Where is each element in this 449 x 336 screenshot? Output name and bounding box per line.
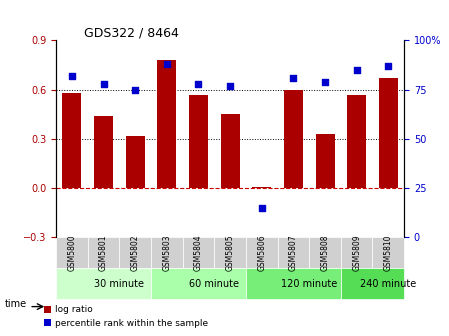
Point bbox=[226, 83, 233, 88]
Bar bbox=[157, 60, 176, 188]
Point bbox=[385, 63, 392, 69]
FancyBboxPatch shape bbox=[246, 268, 341, 299]
Text: GSM5806: GSM5806 bbox=[257, 235, 266, 271]
Text: GSM5809: GSM5809 bbox=[352, 235, 361, 271]
Bar bbox=[94, 116, 113, 188]
FancyBboxPatch shape bbox=[183, 238, 214, 268]
FancyBboxPatch shape bbox=[56, 238, 88, 268]
Text: GSM5810: GSM5810 bbox=[384, 235, 393, 271]
Point bbox=[195, 81, 202, 86]
Text: 60 minute: 60 minute bbox=[189, 279, 239, 289]
Text: GSM5800: GSM5800 bbox=[67, 235, 76, 271]
Bar bbox=[284, 90, 303, 188]
Bar bbox=[220, 114, 240, 188]
FancyBboxPatch shape bbox=[119, 238, 151, 268]
Bar bbox=[252, 186, 271, 188]
Bar bbox=[126, 136, 145, 188]
Text: GSM5803: GSM5803 bbox=[163, 235, 172, 271]
Text: GDS322 / 8464: GDS322 / 8464 bbox=[84, 26, 179, 39]
Point bbox=[163, 61, 171, 67]
Legend: log ratio, percentile rank within the sample: log ratio, percentile rank within the sa… bbox=[40, 302, 211, 332]
FancyBboxPatch shape bbox=[341, 268, 404, 299]
Text: time: time bbox=[4, 299, 26, 309]
Point bbox=[290, 75, 297, 80]
Point bbox=[258, 205, 265, 211]
FancyBboxPatch shape bbox=[309, 238, 341, 268]
FancyBboxPatch shape bbox=[373, 238, 404, 268]
Point bbox=[353, 67, 360, 73]
Point bbox=[321, 79, 329, 84]
Bar bbox=[316, 134, 335, 188]
Bar bbox=[62, 93, 81, 188]
Text: GSM5807: GSM5807 bbox=[289, 235, 298, 271]
Point bbox=[100, 81, 107, 86]
Bar bbox=[189, 94, 208, 188]
Text: GSM5805: GSM5805 bbox=[225, 235, 235, 271]
FancyBboxPatch shape bbox=[151, 238, 183, 268]
FancyBboxPatch shape bbox=[341, 238, 373, 268]
FancyBboxPatch shape bbox=[151, 268, 246, 299]
Bar bbox=[379, 78, 398, 188]
FancyBboxPatch shape bbox=[88, 238, 119, 268]
Text: GSM5804: GSM5804 bbox=[194, 235, 203, 271]
Text: GSM5801: GSM5801 bbox=[99, 235, 108, 271]
Text: 240 minute: 240 minute bbox=[360, 279, 416, 289]
Text: GSM5802: GSM5802 bbox=[131, 235, 140, 271]
Point bbox=[68, 73, 75, 79]
FancyBboxPatch shape bbox=[246, 238, 277, 268]
Text: 30 minute: 30 minute bbox=[94, 279, 145, 289]
FancyBboxPatch shape bbox=[277, 238, 309, 268]
Bar bbox=[347, 94, 366, 188]
Text: 120 minute: 120 minute bbox=[281, 279, 337, 289]
FancyBboxPatch shape bbox=[214, 238, 246, 268]
FancyBboxPatch shape bbox=[56, 268, 151, 299]
Text: GSM5808: GSM5808 bbox=[321, 235, 330, 271]
Point bbox=[132, 87, 139, 92]
